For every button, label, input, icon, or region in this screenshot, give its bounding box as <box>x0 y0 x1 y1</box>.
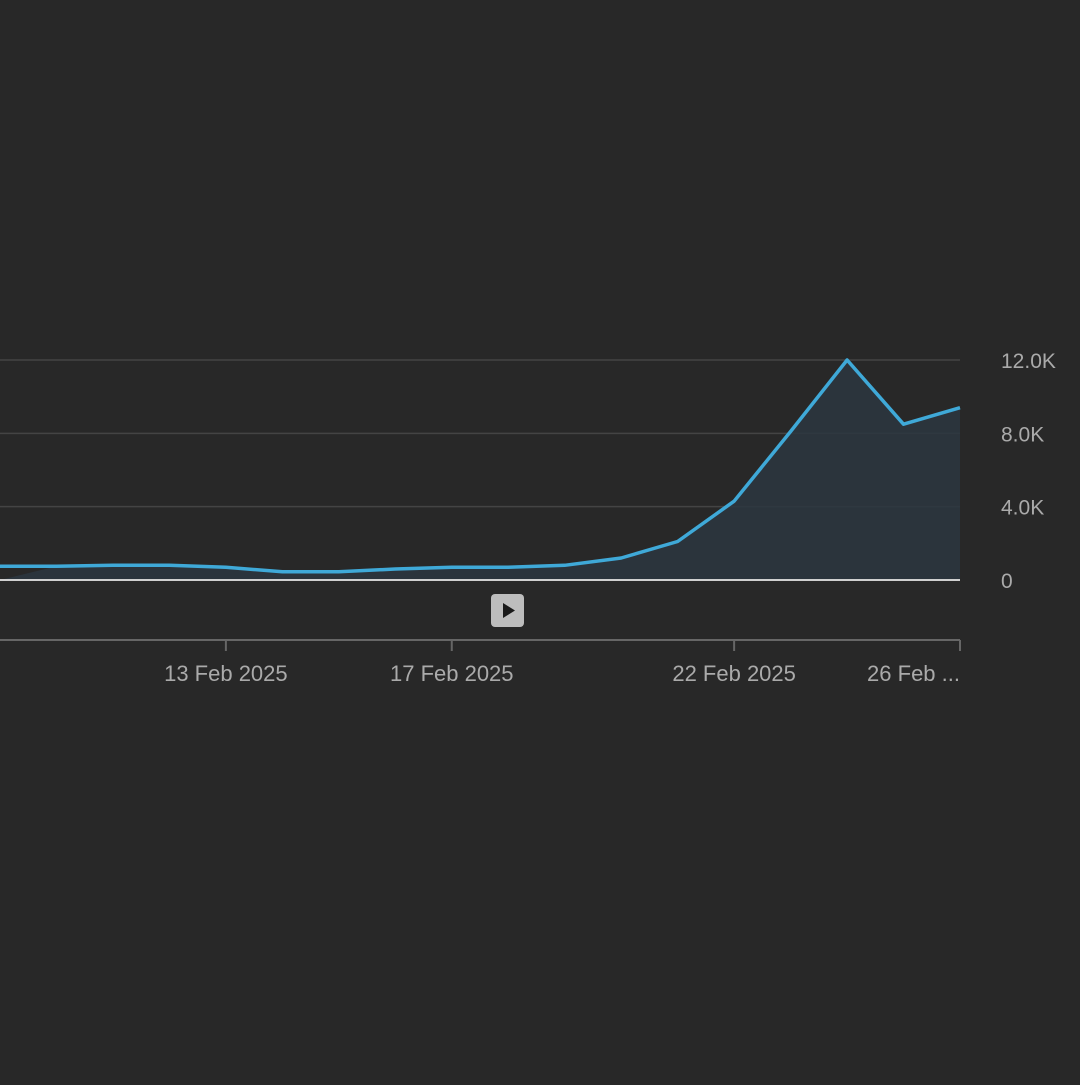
y-tick-label: 8.0K <box>1001 423 1044 446</box>
area-fill-layer <box>0 360 960 580</box>
x-axis-ticks: 13 Feb 2025 17 Feb 2025 22 Feb 2025 26 Feb … <box>164 640 960 686</box>
series-area <box>0 360 960 580</box>
x-tick-label: 22 Feb 2025 <box>672 661 796 686</box>
x-axis <box>0 639 961 651</box>
play-icon <box>503 603 515 618</box>
x-tick-label: 13 Feb 2025 <box>164 661 288 686</box>
play-button[interactable] <box>491 594 524 627</box>
y-axis-ticks: 0 4.0K 8.0K 12.0K <box>1001 350 1056 593</box>
y-tick-label: 4.0K <box>1001 497 1044 520</box>
series-line-layer <box>0 358 961 574</box>
x-tick-label: 17 Feb 2025 <box>390 661 514 686</box>
y-tick-label: 0 <box>1001 570 1013 593</box>
y-tick-label: 12.0K <box>1001 350 1056 373</box>
series-line <box>0 358 961 574</box>
x-tick-label: 26 Feb ... <box>867 661 960 686</box>
